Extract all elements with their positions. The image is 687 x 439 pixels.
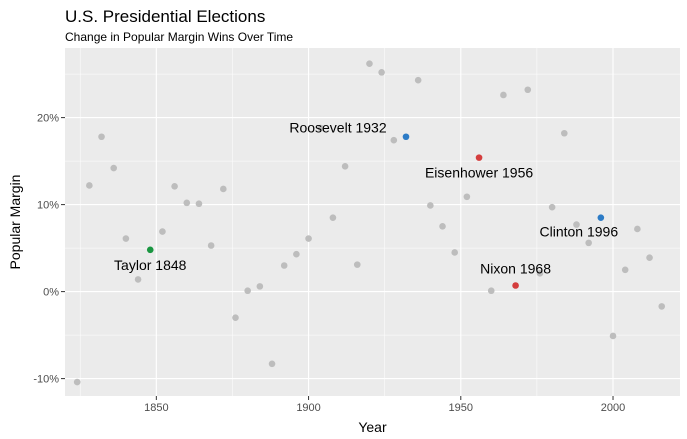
data-point bbox=[171, 183, 178, 190]
annotation-label: Eisenhower 1956 bbox=[425, 165, 533, 181]
x-axis-title: Year bbox=[358, 419, 387, 435]
data-point bbox=[73, 378, 81, 386]
grid-minor bbox=[65, 48, 680, 396]
data-point bbox=[524, 86, 532, 94]
x-tick-label: 2000 bbox=[601, 402, 625, 414]
data-point bbox=[561, 129, 568, 137]
data-point bbox=[244, 287, 251, 295]
data-point bbox=[378, 69, 385, 76]
data-point bbox=[427, 202, 434, 209]
grid-major bbox=[65, 48, 680, 396]
data-points bbox=[73, 60, 666, 386]
x-tick-label: 1850 bbox=[144, 402, 168, 414]
x-axis: 1850 1900 1950 2000 bbox=[144, 396, 625, 414]
annotation-label: Nixon 1968 bbox=[480, 261, 551, 277]
highlighted-point bbox=[402, 133, 410, 141]
data-point bbox=[451, 249, 459, 256]
highlighted-point bbox=[512, 282, 519, 289]
data-point bbox=[585, 239, 592, 247]
data-point bbox=[439, 223, 446, 230]
data-point bbox=[366, 60, 373, 67]
data-point bbox=[414, 76, 422, 84]
data-point bbox=[195, 200, 203, 208]
annotation-label: Taylor 1848 bbox=[114, 257, 187, 273]
chart-title: U.S. Presidential Elections bbox=[65, 7, 266, 26]
highlighted-point bbox=[146, 246, 154, 254]
y-tick-label: 10% bbox=[37, 200, 59, 212]
chart-subtitle: Change in Popular Margin Wins Over Time bbox=[65, 30, 294, 44]
data-point bbox=[621, 266, 629, 274]
x-tick-label: 1950 bbox=[449, 402, 473, 414]
y-axis-title: Popular Margin bbox=[7, 175, 23, 270]
data-point bbox=[86, 182, 93, 189]
data-point bbox=[609, 332, 617, 340]
data-point bbox=[536, 270, 544, 277]
data-point bbox=[220, 185, 227, 193]
highlighted-point bbox=[597, 214, 605, 221]
annotation-label: Clinton 1996 bbox=[540, 224, 619, 240]
data-point bbox=[353, 261, 361, 268]
annotation-label: Roosevelt 1932 bbox=[289, 120, 387, 136]
data-point bbox=[646, 254, 653, 261]
data-point bbox=[500, 91, 507, 99]
data-point bbox=[268, 360, 276, 368]
data-point bbox=[134, 276, 142, 283]
data-point bbox=[256, 283, 264, 290]
data-point bbox=[463, 193, 471, 201]
data-point bbox=[390, 136, 398, 144]
data-point bbox=[122, 235, 130, 242]
y-tick-label: 20% bbox=[37, 113, 59, 125]
data-point bbox=[207, 242, 215, 249]
annotations: Taylor 1848 Roosevelt 1932 Eisenhower 1956… bbox=[114, 120, 618, 277]
data-point bbox=[548, 203, 556, 211]
y-tick-label: 0% bbox=[43, 287, 59, 299]
data-point bbox=[341, 163, 349, 170]
plot-panel bbox=[65, 48, 680, 396]
data-point bbox=[110, 164, 118, 172]
data-point bbox=[658, 303, 666, 310]
data-point bbox=[293, 250, 300, 258]
data-point bbox=[159, 228, 166, 235]
data-point bbox=[317, 124, 325, 132]
y-tick-label: -10% bbox=[33, 374, 59, 386]
data-point bbox=[573, 221, 580, 228]
data-point bbox=[183, 199, 191, 207]
data-point bbox=[98, 133, 105, 141]
data-point bbox=[329, 214, 337, 221]
x-tick-label: 1900 bbox=[296, 402, 320, 414]
data-point bbox=[487, 287, 495, 295]
highlighted-point bbox=[475, 154, 483, 161]
data-point bbox=[305, 235, 312, 242]
data-point bbox=[232, 314, 239, 322]
data-point bbox=[634, 225, 641, 233]
y-axis: -10% 0% 10% 20% bbox=[33, 113, 65, 386]
data-point bbox=[280, 262, 288, 269]
